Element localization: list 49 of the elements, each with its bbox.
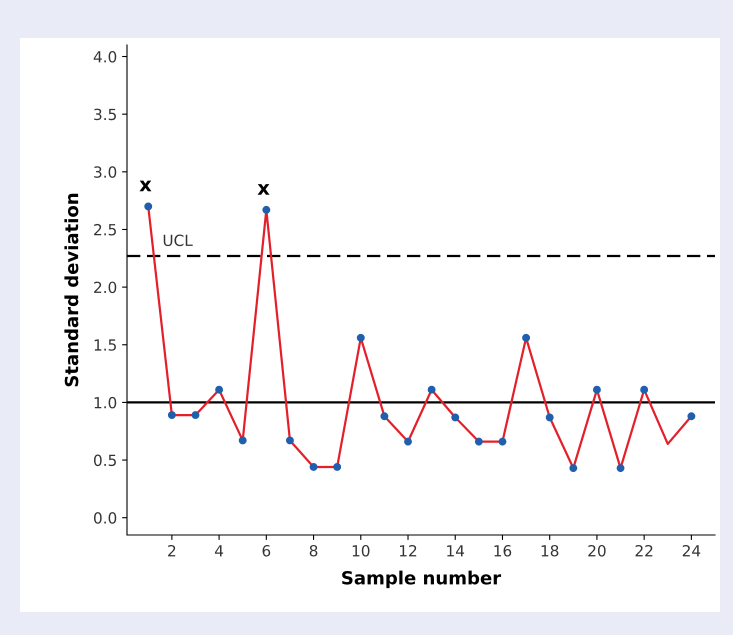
point [451, 413, 460, 422]
point [592, 386, 601, 394]
y-tick-label: 3.5 [94, 108, 116, 120]
x-tick-label: 22 [636, 544, 652, 556]
annotation: x [140, 180, 152, 192]
ref-line-label: UCL [164, 234, 193, 246]
point [522, 334, 530, 342]
point [333, 463, 342, 471]
y-tick-label: 1.0 [94, 396, 116, 408]
point [286, 436, 294, 444]
point [262, 206, 270, 214]
x-tick-label: 18 [542, 544, 558, 557]
point [687, 412, 696, 420]
y-tick-label: 0.0 [94, 512, 116, 524]
point [569, 464, 578, 472]
x-tick-label: 8 [310, 544, 318, 557]
point [380, 412, 388, 420]
y-tick-label: 2.5 [94, 224, 116, 236]
y-axis-title: Standard deviation [64, 194, 78, 386]
point [546, 413, 554, 422]
point [498, 438, 506, 446]
point [310, 463, 318, 471]
y-tick-label: 4.0 [94, 50, 116, 63]
x-tick-label: 6 [262, 544, 270, 557]
x-tick-label: 12 [400, 544, 416, 556]
point [168, 411, 176, 420]
x-tick-label: 14 [447, 545, 464, 556]
point [404, 438, 412, 446]
y-tick-label: 3.0 [94, 166, 116, 178]
point [474, 438, 483, 446]
x-axis-title: Sample number [342, 570, 502, 588]
point [192, 411, 200, 420]
point [215, 386, 224, 394]
y-tick-label: 2.0 [94, 282, 116, 294]
point [144, 202, 152, 210]
point [356, 334, 365, 342]
x-tick-label: 2 [168, 544, 176, 556]
x-tick-label: 16 [494, 544, 512, 557]
x-tick-label: 24 [682, 544, 700, 556]
point [616, 464, 624, 472]
annotation: x [258, 184, 270, 195]
point [428, 386, 436, 394]
y-tick-label: 1.5 [94, 339, 116, 351]
x-tick-label: 4 [214, 545, 224, 556]
point [238, 436, 247, 444]
point [640, 386, 648, 394]
x-tick-label: 10 [352, 544, 370, 557]
y-tick-label: 0.5 [94, 454, 116, 466]
x-tick-label: 20 [588, 544, 606, 557]
